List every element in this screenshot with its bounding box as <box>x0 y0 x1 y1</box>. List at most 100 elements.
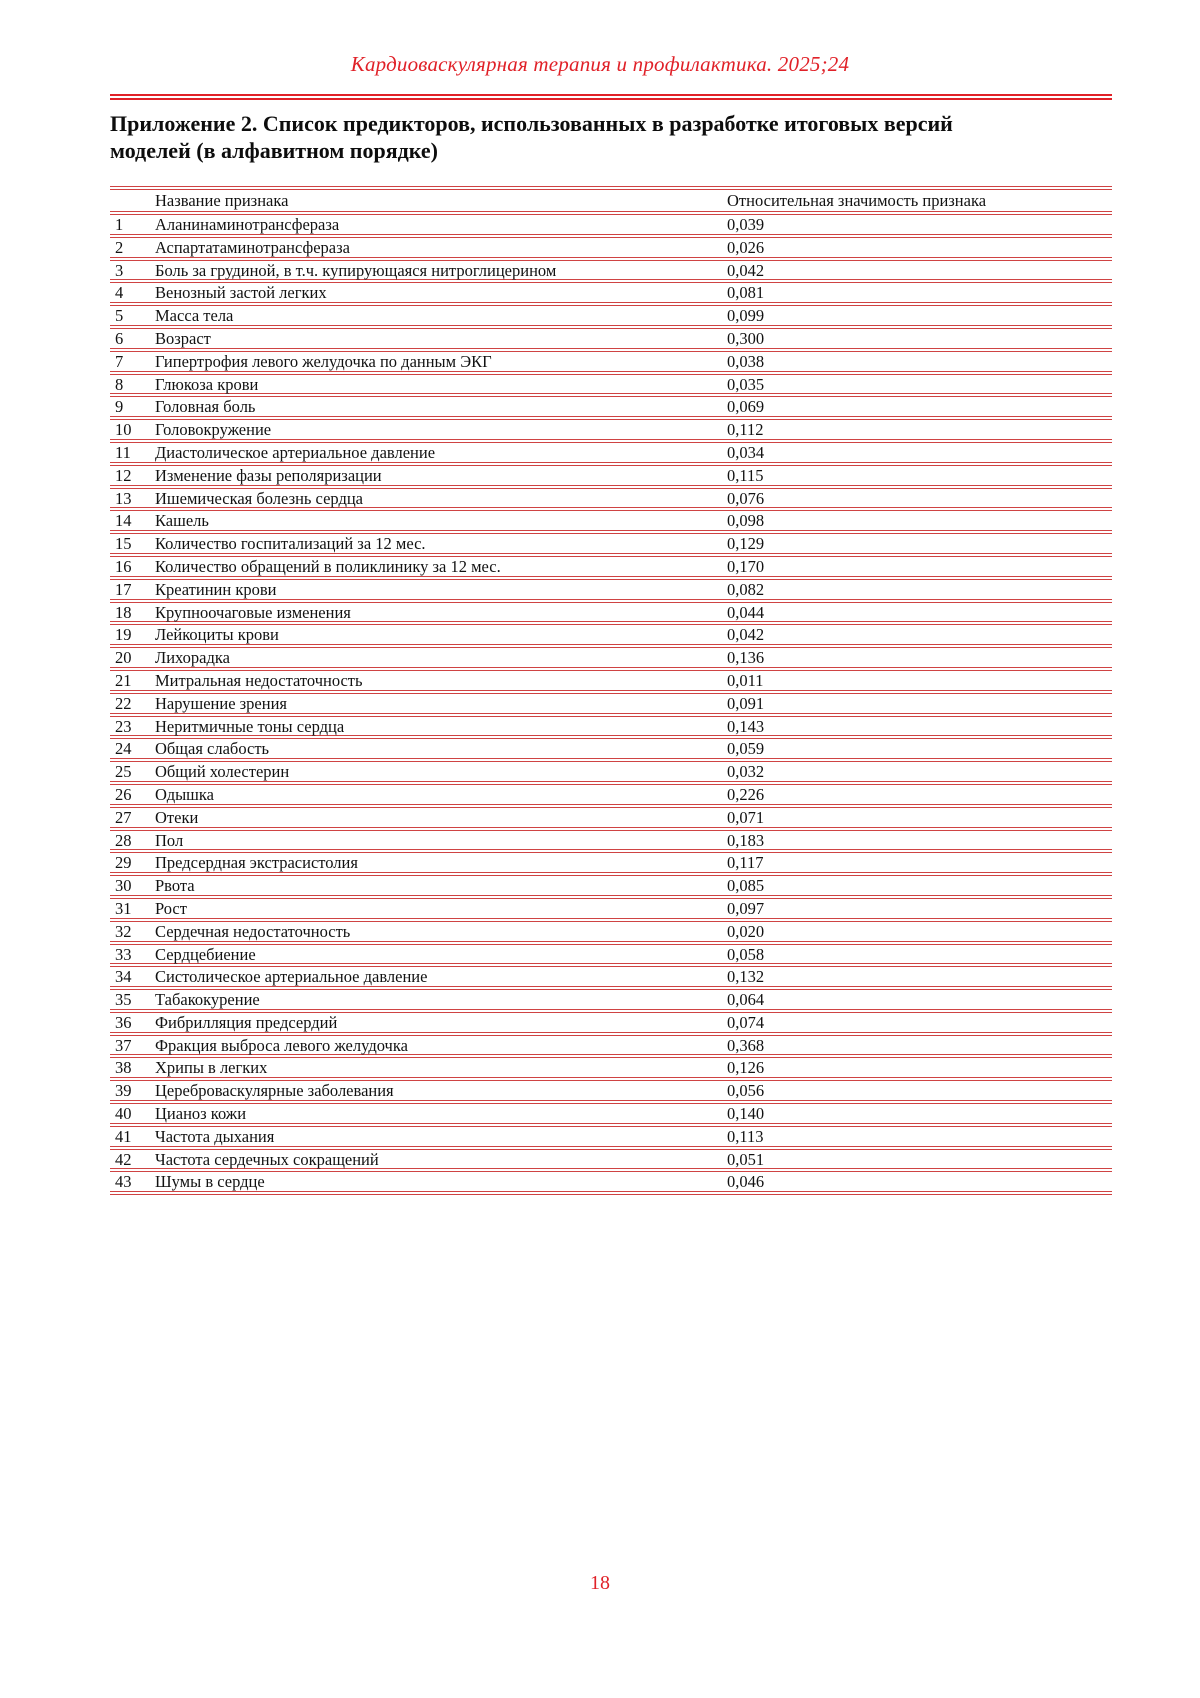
table-row: 28 Пол 0,183 <box>110 831 1112 854</box>
table-row: 9 Головная боль 0,069 <box>110 397 1112 421</box>
predictor-name: Нарушение зрения <box>155 693 287 713</box>
predictor-name: Табакокурение <box>155 990 260 1010</box>
table-body: 1 Аланинаминотрансфераза 0,039 2 Аспарта… <box>110 215 1112 1196</box>
predictor-importance: 0,082 <box>727 579 765 599</box>
row-number: 30 <box>115 876 132 896</box>
predictor-importance: 0,056 <box>727 1081 765 1101</box>
predictor-importance: 0,076 <box>727 488 765 508</box>
predictor-name: Изменение фазы реполяризации <box>155 465 382 485</box>
predictor-name: Лейкоциты крови <box>155 625 279 645</box>
predictor-importance: 0,074 <box>727 1012 765 1032</box>
predictor-importance: 0,143 <box>727 716 765 736</box>
predictor-importance: 0,115 <box>727 465 764 485</box>
row-number: 38 <box>115 1058 132 1078</box>
predictor-importance: 0,081 <box>727 283 765 303</box>
predictor-importance: 0,132 <box>727 967 765 987</box>
row-number: 37 <box>115 1035 132 1055</box>
predictor-name: Частота сердечных сокращений <box>155 1149 379 1169</box>
row-number: 14 <box>115 511 132 531</box>
predictor-name: Головокружение <box>155 420 272 440</box>
row-number: 4 <box>115 283 124 303</box>
predictor-name: Лихорадка <box>155 648 230 668</box>
predictor-importance: 0,044 <box>727 602 765 622</box>
predictor-importance: 0,129 <box>727 534 765 554</box>
table-row: 2 Аспартатаминотрансфераза 0,026 <box>110 238 1112 261</box>
table-row: 34 Систолическое артериальное давление 0… <box>110 967 1112 991</box>
predictor-name: Пол <box>155 830 184 850</box>
table-row: 15 Количество госпитализаций за 12 мес. … <box>110 534 1112 557</box>
table-row: 26 Одышка 0,226 <box>110 785 1112 808</box>
predictor-importance: 0,020 <box>727 921 765 941</box>
predictor-name: Масса тела <box>155 306 234 326</box>
row-number: 25 <box>115 762 132 782</box>
predictor-name: Сердцебиение <box>155 944 256 964</box>
row-number: 27 <box>115 807 132 827</box>
row-number: 6 <box>115 328 124 348</box>
predictors-table: Название признака Относительная значимос… <box>110 186 1112 1196</box>
predictor-importance: 0,136 <box>727 648 765 668</box>
predictor-importance: 0,112 <box>727 420 764 440</box>
row-number: 41 <box>115 1126 132 1146</box>
predictor-importance: 0,035 <box>727 374 765 394</box>
table-row: 25 Общий холестерин 0,032 <box>110 762 1112 785</box>
row-number: 29 <box>115 853 132 873</box>
predictor-name: Количество госпитализаций за 12 мес. <box>155 534 426 554</box>
predictor-name: Венозный застой легких <box>155 283 327 303</box>
table-row: 30 Рвота 0,085 <box>110 876 1112 899</box>
predictor-importance: 0,099 <box>727 306 765 326</box>
predictor-name: Сердечная недостаточность <box>155 921 351 941</box>
predictor-importance: 0,042 <box>727 260 765 280</box>
row-number: 8 <box>115 374 124 394</box>
table-row: 12 Изменение фазы реполяризации 0,115 <box>110 466 1112 489</box>
table-row: 11 Диастолическое артериальное давление … <box>110 443 1112 466</box>
predictor-importance: 0,300 <box>727 328 765 348</box>
predictor-importance: 0,039 <box>727 215 765 234</box>
predictor-importance: 0,026 <box>727 237 765 257</box>
table-row: 22 Нарушение зрения 0,091 <box>110 694 1112 717</box>
row-number: 24 <box>115 739 132 759</box>
predictor-importance: 0,064 <box>727 990 765 1010</box>
predictor-name: Гипертрофия левого желудочка по данным Э… <box>155 351 492 371</box>
table-row: 3 Боль за грудиной, в т.ч. купирующаяся … <box>110 261 1112 284</box>
row-number: 16 <box>115 556 132 576</box>
predictor-importance: 0,058 <box>727 944 765 964</box>
table-row: 18 Крупноочаговые изменения 0,044 <box>110 603 1112 626</box>
table-row: 16 Количество обращений в поликлинику за… <box>110 557 1112 580</box>
table-row: 31 Рост 0,097 <box>110 899 1112 922</box>
predictor-name: Аланинаминотрансфераза <box>155 215 340 234</box>
table-row: 43 Шумы в сердце 0,046 <box>110 1172 1112 1196</box>
table-row: 14 Кашель 0,098 <box>110 511 1112 535</box>
row-number: 15 <box>115 534 132 554</box>
predictor-name: Креатинин крови <box>155 579 277 599</box>
predictor-importance: 0,170 <box>727 556 765 576</box>
row-number: 42 <box>115 1149 132 1169</box>
row-number: 13 <box>115 488 132 508</box>
row-number: 12 <box>115 465 132 485</box>
table-row: 32 Сердечная недостаточность 0,020 <box>110 922 1112 945</box>
predictor-name: Общая слабость <box>155 739 270 759</box>
row-number: 34 <box>115 967 132 987</box>
table-row: 21 Митральная недостаточность 0,011 <box>110 671 1112 694</box>
table-row: 5 Масса тела 0,099 <box>110 306 1112 329</box>
predictor-importance: 0,126 <box>727 1058 765 1078</box>
row-number: 7 <box>115 351 124 371</box>
table-row: 10 Головокружение 0,112 <box>110 420 1112 443</box>
journal-header: Кардиоваскулярная терапия и профилактика… <box>350 52 850 76</box>
predictor-name: Предсердная экстрасистолия <box>155 853 358 873</box>
row-number: 43 <box>115 1172 132 1192</box>
table-row: 13 Ишемическая болезнь сердца 0,076 <box>110 489 1112 512</box>
predictor-importance: 0,011 <box>727 670 764 690</box>
row-number: 2 <box>115 237 124 257</box>
row-number: 40 <box>115 1104 132 1124</box>
table-row: 1 Аланинаминотрансфераза 0,039 <box>110 215 1112 238</box>
column-header-name: Название признака <box>155 190 289 210</box>
predictor-importance: 0,113 <box>727 1126 764 1146</box>
row-number: 9 <box>115 397 124 417</box>
predictor-name: Митральная недостаточность <box>155 670 363 690</box>
table-row: 7 Гипертрофия левого желудочка по данным… <box>110 352 1112 375</box>
row-number: 11 <box>115 442 131 462</box>
predictor-name: Возраст <box>155 328 211 348</box>
row-number: 28 <box>115 830 132 850</box>
predictor-importance: 0,059 <box>727 739 765 759</box>
